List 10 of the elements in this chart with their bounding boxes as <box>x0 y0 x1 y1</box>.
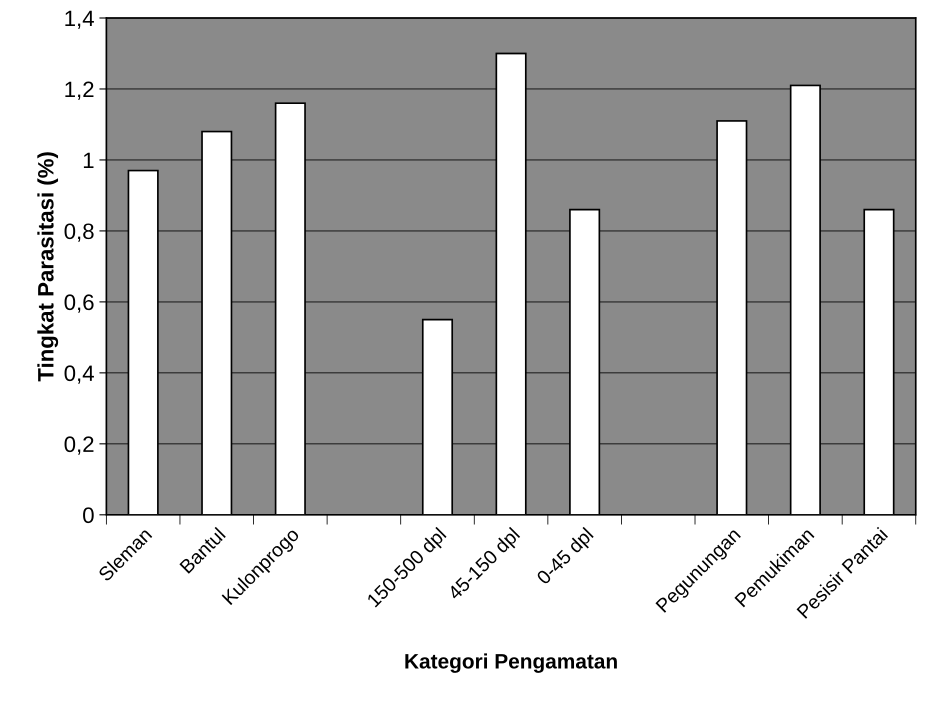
x-axis-title: Kategori Pengamatan <box>405 653 617 673</box>
y-axis-title: Tingkat Parasitasi (%) <box>37 152 58 382</box>
y-tick-label: 1 <box>84 152 94 168</box>
y-tick-label: 0,4 <box>64 365 94 384</box>
y-tick-label: 0 <box>83 507 94 524</box>
y-tick-label: 0,8 <box>64 223 94 242</box>
y-tick-label: 1,2 <box>65 82 94 100</box>
y-tick-label: 0,2 <box>64 436 94 455</box>
y-tick-label: 0,6 <box>64 294 94 313</box>
y-tick-label: 1,4 <box>65 10 94 29</box>
